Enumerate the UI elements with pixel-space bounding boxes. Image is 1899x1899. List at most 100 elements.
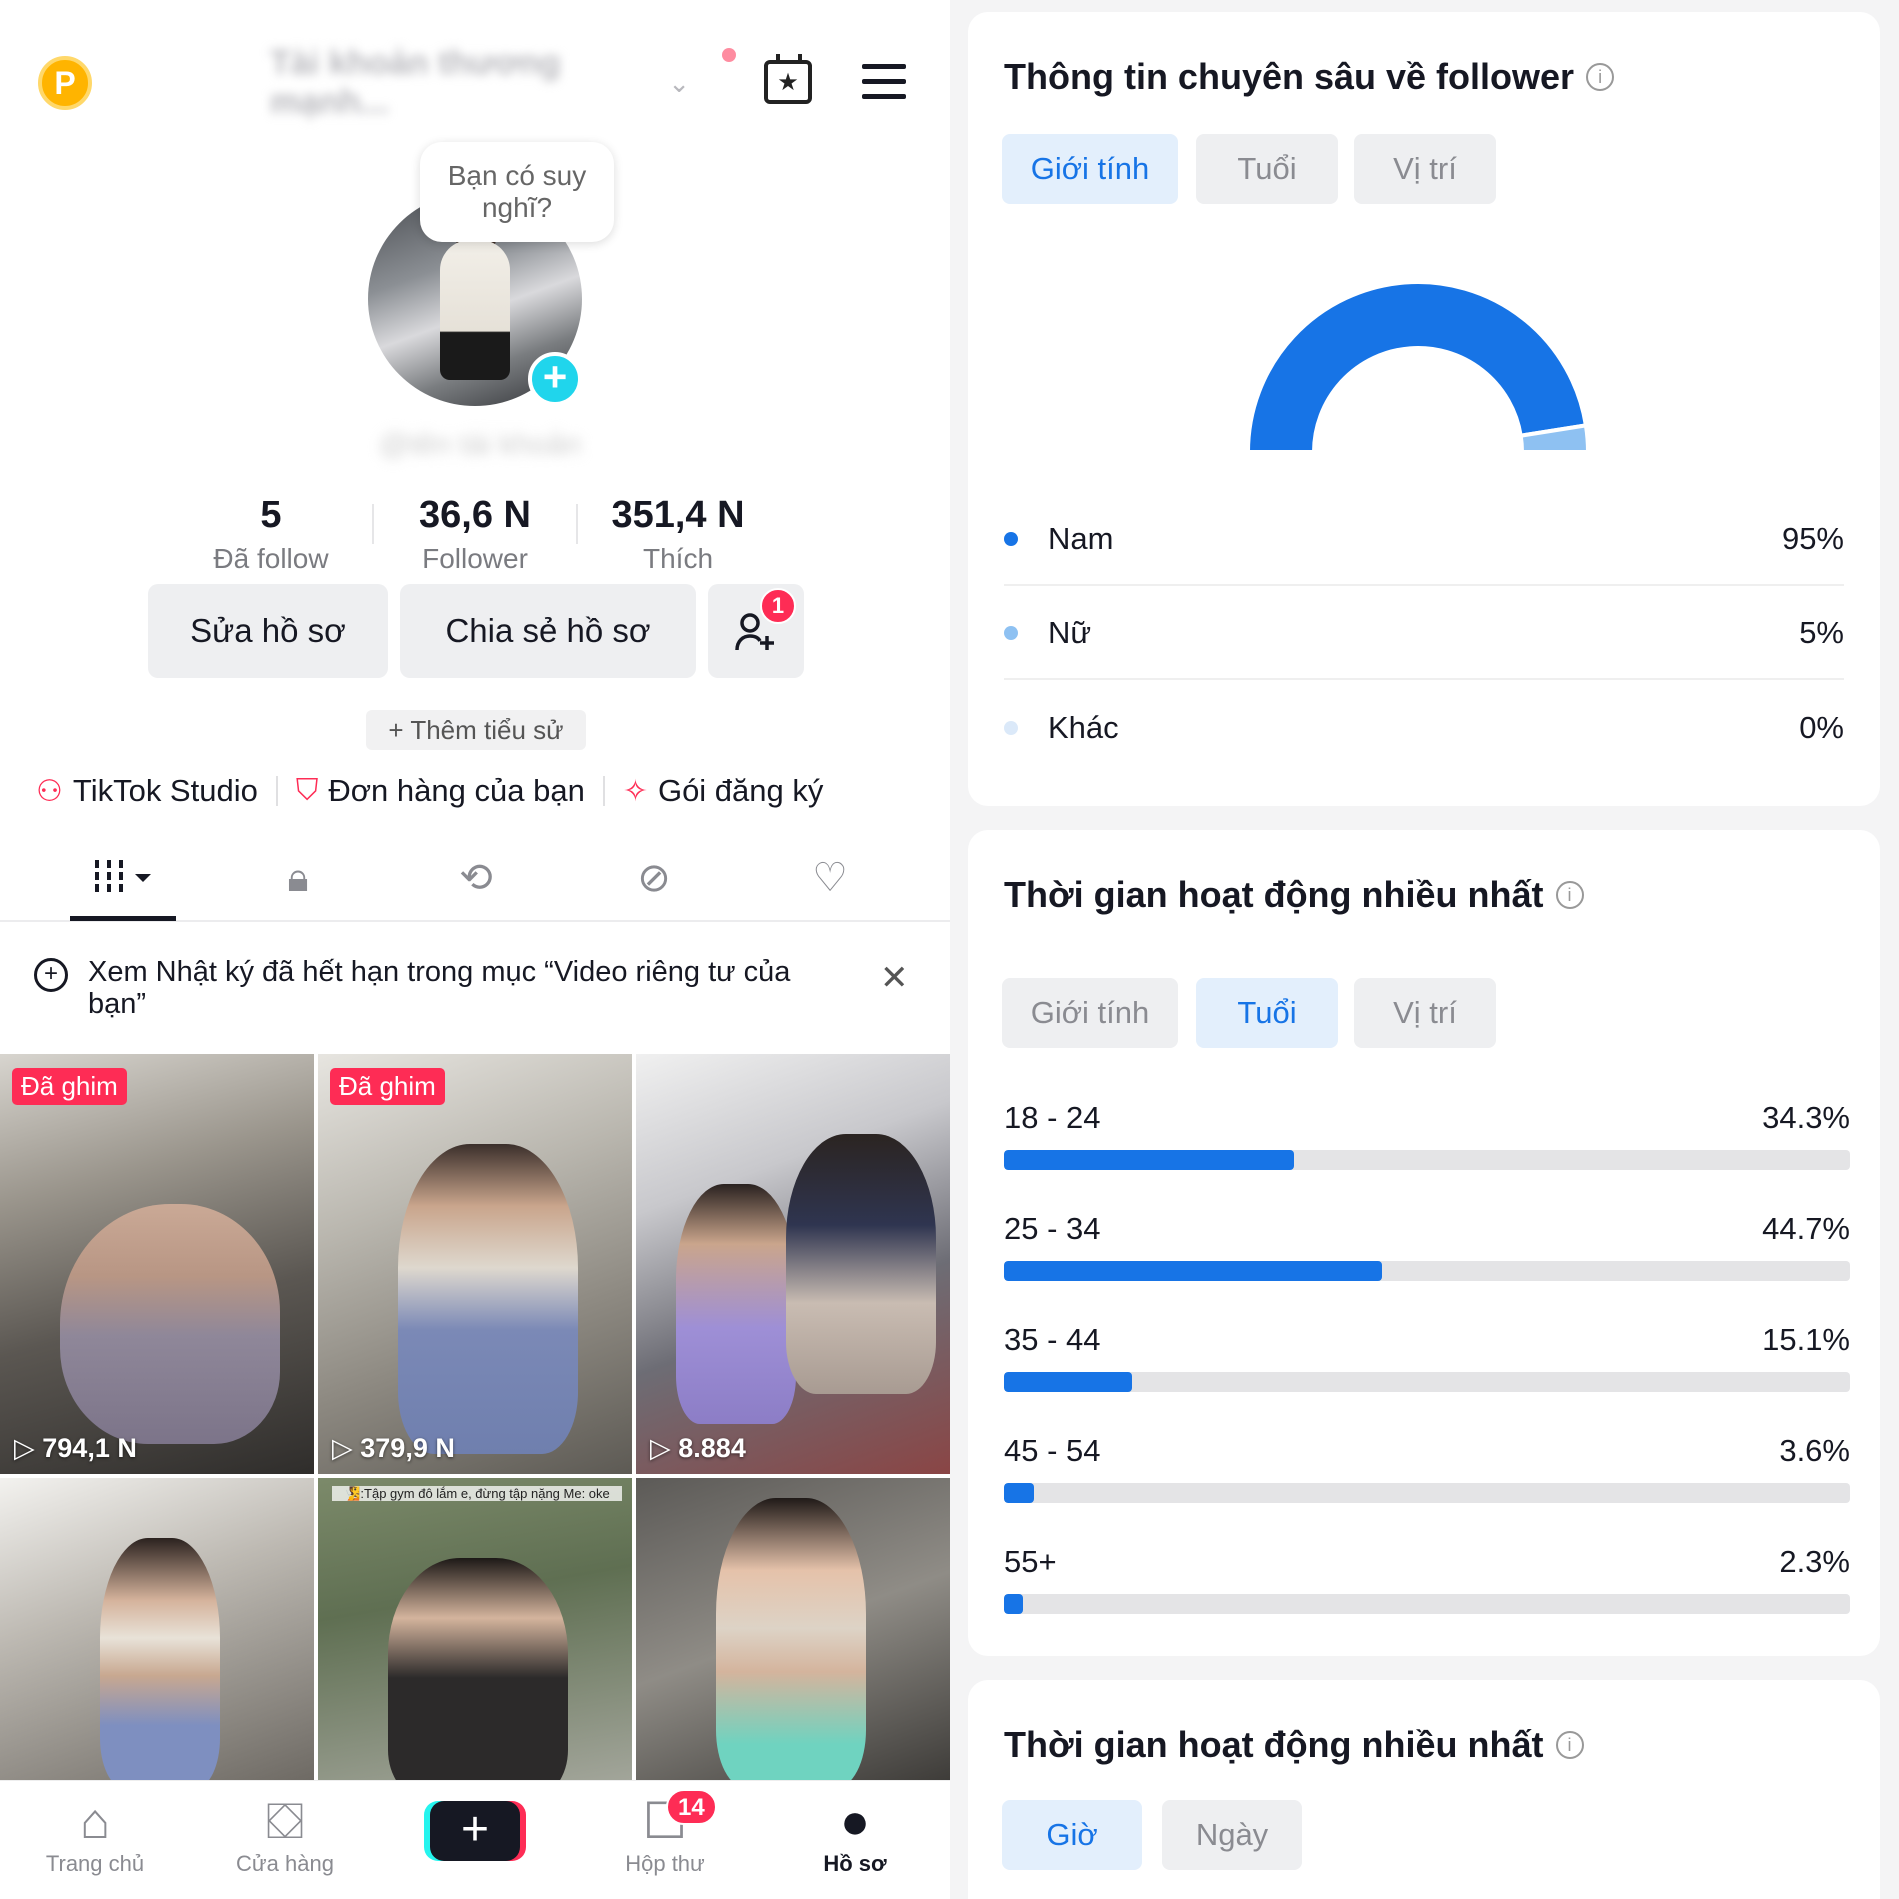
video-thumbnail[interactable] xyxy=(0,1478,314,1780)
link-label: Đơn hàng của bạn xyxy=(328,773,585,808)
lock-icon: 🔒︎ xyxy=(287,855,309,900)
tab-age[interactable]: Tuổi xyxy=(1196,978,1338,1048)
age-value: 34.3% xyxy=(1762,1100,1850,1135)
age-bar-row: 35 - 44 15.1% xyxy=(1004,1322,1850,1432)
share-profile-button[interactable]: Chia sẻ hồ sơ xyxy=(400,584,696,678)
legend-value: 5% xyxy=(1799,615,1844,650)
thought-bubble[interactable]: Bạn có suy nghĩ? xyxy=(420,142,614,242)
tab-age[interactable]: Tuổi xyxy=(1196,134,1338,204)
stat-value: 351,4 N xyxy=(611,494,745,536)
info-icon[interactable]: i xyxy=(1555,881,1584,909)
profile-icon: ● xyxy=(839,1793,871,1849)
nav-profile[interactable]: ● Hồ sơ xyxy=(780,1791,930,1877)
age-bar-row: 55+ 2.3% xyxy=(1004,1544,1850,1654)
tiktok-studio-link[interactable]: ⚇ TikTok Studio xyxy=(36,773,258,809)
card-title: Thời gian hoạt động nhiều nhất i xyxy=(1004,874,1584,916)
stat-likes[interactable]: 351,4 N Thích xyxy=(598,494,758,575)
view-count: ▷ 794,1 N xyxy=(14,1433,137,1463)
video-thumbnail[interactable]: ▷ 8.884 xyxy=(636,1054,950,1474)
video-thumbnail[interactable]: 🧏:Tập gym đô lắm e, đừng tập nặng Me: ok… xyxy=(318,1478,632,1780)
tab-day[interactable]: Ngày xyxy=(1162,1800,1302,1870)
chevron-down-icon: ⌄ xyxy=(668,67,690,98)
account-name: Tài khoản thương mạnh... xyxy=(270,44,561,121)
pinned-badge: Đã ghim xyxy=(330,1068,445,1105)
subscription-link[interactable]: ✧ Gói đăng ký xyxy=(623,773,824,809)
age-bar-track xyxy=(1004,1261,1850,1281)
tab-hour[interactable]: Giờ xyxy=(1002,1800,1142,1870)
legend-label: Nữ xyxy=(1048,615,1092,650)
edit-profile-button[interactable]: Sửa hồ sơ xyxy=(148,584,388,678)
home-icon: ⌂ xyxy=(79,1793,111,1849)
video-caption: 🧏:Tập gym đô lắm e, đừng tập nặng Me: ok… xyxy=(332,1486,622,1501)
nav-shop[interactable]: ⛋ Cửa hàng xyxy=(210,1791,360,1877)
card-title: Thời gian hoạt động nhiều nhất i xyxy=(1004,1724,1584,1766)
tab-liked[interactable]: ♡ xyxy=(790,848,870,908)
age-bar-track xyxy=(1004,1372,1850,1392)
age-bar-track xyxy=(1004,1594,1850,1614)
friend-request-badge: 1 xyxy=(760,588,796,624)
content-tabs: 🔒︎ ⟲ ⊘ ♡ xyxy=(0,840,950,922)
legend-dot xyxy=(1004,532,1018,546)
calendar-star-icon[interactable]: ★ xyxy=(764,54,812,104)
account-switcher[interactable]: Tài khoản thương mạnh... ⌄ xyxy=(270,44,690,121)
add-bio-button[interactable]: + Thêm tiểu sử xyxy=(366,710,586,750)
age-bar-track xyxy=(1004,1150,1850,1170)
view-count: ▷ 379,9 N xyxy=(332,1433,455,1463)
stat-followers[interactable]: 36,6 N Follower xyxy=(400,494,550,575)
repost-icon: ⟲ xyxy=(459,856,493,900)
tab-videos[interactable] xyxy=(84,848,164,908)
notice-text: Xem Nhật ký đã hết hạn trong mục “Video … xyxy=(88,956,791,1020)
coin-icon[interactable]: P xyxy=(38,56,92,110)
add-friend-button[interactable]: 1 xyxy=(708,584,804,678)
gauge-segment-1 xyxy=(1245,280,1589,454)
age-value: 2.3% xyxy=(1779,1544,1850,1579)
tab-location[interactable]: Vị trí xyxy=(1354,134,1496,204)
heart-icon: ♡ xyxy=(812,856,848,900)
legend-dot xyxy=(1004,626,1018,640)
info-icon[interactable]: i xyxy=(1555,1731,1584,1759)
create-icon: + xyxy=(460,1803,490,1856)
age-label: 45 - 54 xyxy=(1004,1433,1101,1468)
nav-home[interactable]: ⌂ Trang chủ xyxy=(20,1791,170,1877)
stat-value: 5 xyxy=(260,494,282,536)
insights-screen: Thông tin chuyên sâu về follower i Giới t… xyxy=(950,0,1899,1899)
tab-reposts[interactable]: ⟲ xyxy=(436,848,516,908)
grid-icon xyxy=(95,860,151,896)
age-bar xyxy=(1004,1594,1024,1614)
bottom-nav: ⌂ Trang chủ ⛋ Cửa hàng + ☐ Hộp thư 14 ● Hồ s… xyxy=(0,1780,950,1899)
age-value: 3.6% xyxy=(1779,1433,1850,1468)
legend-label: Khác xyxy=(1048,710,1119,745)
add-story-icon[interactable]: + xyxy=(528,352,582,406)
tab-saved[interactable]: ⊘ xyxy=(614,848,694,908)
age-bar-row: 18 - 24 34.3% xyxy=(1004,1100,1850,1210)
age-label: 25 - 34 xyxy=(1004,1211,1101,1246)
age-bar xyxy=(1004,1372,1132,1392)
info-icon[interactable]: i xyxy=(1586,63,1615,91)
menu-icon[interactable] xyxy=(862,64,906,100)
inbox-badge: 14 xyxy=(666,1789,717,1825)
activity-card: Thời gian hoạt động nhiều nhất i Giờ Ngày xyxy=(968,1680,1880,1899)
age-card: Thời gian hoạt động nhiều nhất i Giới tín… xyxy=(968,830,1880,1656)
video-thumbnail[interactable]: Đã ghim ▷ 794,1 N xyxy=(0,1054,314,1474)
video-thumbnail[interactable] xyxy=(636,1478,950,1780)
studio-icon: ⚇ xyxy=(36,774,63,808)
divider xyxy=(275,776,278,806)
legend-dot xyxy=(1004,721,1018,735)
close-icon[interactable]: ✕ xyxy=(880,959,909,997)
video-thumbnail[interactable]: Đã ghim ▷ 379,9 N xyxy=(318,1054,632,1474)
tab-location[interactable]: Vị trí xyxy=(1354,978,1496,1048)
story-add-icon: + xyxy=(34,958,68,992)
orders-link[interactable]: ⛉ Đơn hàng của bạn xyxy=(296,773,585,809)
age-bar xyxy=(1004,1261,1383,1281)
tab-gender[interactable]: Giới tính xyxy=(1002,134,1178,204)
stat-following[interactable]: 5 Đã follow xyxy=(196,494,346,575)
nav-label: Trang chủ xyxy=(45,1851,145,1876)
nav-label: Cửa hàng xyxy=(236,1851,334,1876)
tab-gender[interactable]: Giới tính xyxy=(1002,978,1178,1048)
tab-private[interactable]: 🔒︎ xyxy=(258,848,338,908)
create-button[interactable]: + xyxy=(430,1801,520,1861)
notification-dot xyxy=(722,48,736,62)
expired-story-notice[interactable]: + Xem Nhật ký đã hết hạn trong mục “Vide… xyxy=(34,956,914,1020)
nav-inbox[interactable]: ☐ Hộp thư xyxy=(590,1791,740,1877)
